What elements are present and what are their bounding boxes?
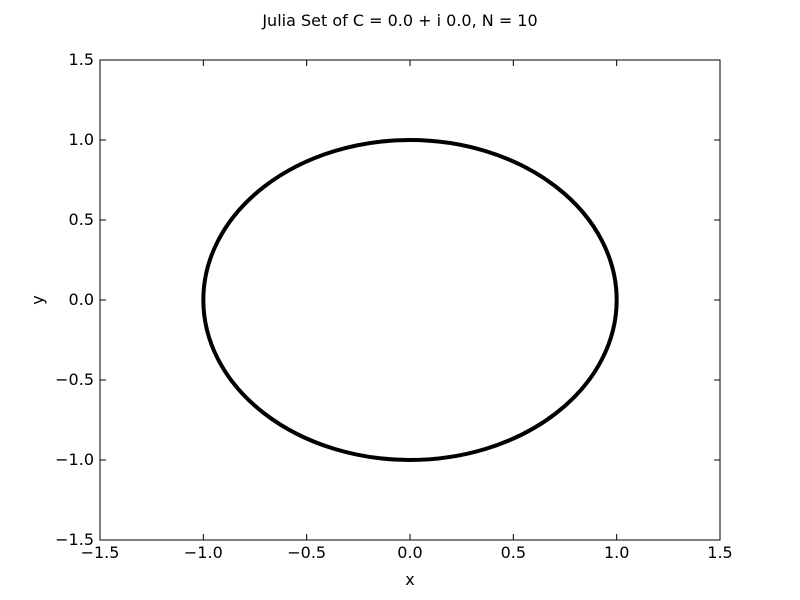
y-tick-label: 0.0 [69, 290, 94, 309]
y-tick-label: 1.5 [69, 50, 94, 69]
julia-set-boundary [201, 138, 619, 462]
x-tick-label: −1.0 [184, 543, 223, 562]
series-layer [201, 138, 619, 462]
y-axis-label: y [28, 295, 47, 304]
y-tick-label: −0.5 [55, 370, 94, 389]
x-tick-label: 1.0 [604, 543, 629, 562]
x-axis-label: x [405, 570, 414, 589]
y-tick-label: 0.5 [69, 210, 94, 229]
y-tick-label: −1.5 [55, 530, 94, 549]
x-tick-label: 0.5 [501, 543, 526, 562]
plot-frame [99, 59, 721, 541]
x-tick-label: 0.0 [397, 543, 422, 562]
y-tick-label: 1.0 [69, 130, 94, 149]
chart-title: Julia Set of C = 0.0 + i 0.0, N = 10 [261, 11, 537, 30]
y-tick-label: −1.0 [55, 450, 94, 469]
x-tick-label: −0.5 [287, 543, 326, 562]
x-tick-label: 1.5 [707, 543, 732, 562]
x-tick-label: −1.5 [81, 543, 120, 562]
ticks-layer: −1.5 −1.0 −0.5 0.0 0.5 1.0 1.5 −1.5 −1.0 −0.5 0.0 0… [55, 50, 733, 562]
